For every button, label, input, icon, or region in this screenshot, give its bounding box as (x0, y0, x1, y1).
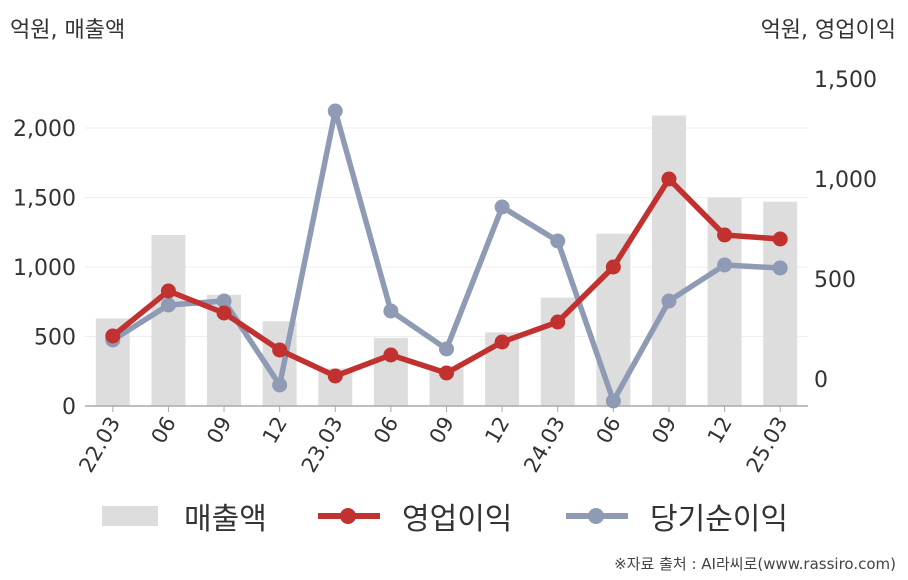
x-axis-tick-label: 12 (480, 412, 514, 447)
point-operating-profit (383, 347, 399, 363)
right-axis-unit: 억원, 영업이익 (760, 18, 896, 43)
bar-sales (651, 115, 686, 407)
x-axis-tick-label: 09 (425, 413, 459, 448)
point-net-income (550, 233, 566, 249)
left-axis-tick-label: 1,000 (13, 256, 76, 281)
point-operating-profit (550, 314, 566, 330)
legend-swatch-operating-profit (318, 506, 380, 526)
point-operating-profit (216, 305, 232, 321)
x-axis-tick-label: 25.03 (742, 413, 793, 477)
bar-sales (151, 235, 186, 406)
point-operating-profit (661, 171, 677, 187)
legend-label-operating-profit: 영업이익 (402, 502, 513, 537)
right-axis-tick-label: 1,500 (814, 68, 877, 93)
legend-swatch-sales (102, 506, 158, 526)
point-operating-profit (272, 342, 288, 358)
point-net-income (494, 199, 510, 215)
combo-chart: 0 500 1,000 1,500 2,000 0 500 1,000 1,500 22.03 06… (13, 68, 877, 477)
x-axis-tick-label: 12 (703, 413, 737, 448)
left-axis-tick-label: 2,000 (13, 117, 76, 142)
x-axis-tick-label: 22.03 (74, 413, 125, 477)
legend-item-sales: 매출액 (102, 494, 267, 538)
right-axis-tick-label: 1,000 (814, 168, 877, 193)
point-operating-profit (605, 259, 621, 275)
legend-label-net-income: 당기순이익 (650, 502, 788, 537)
legend-item-net-income: 당기순이익 (566, 494, 788, 538)
legend-swatch-net-income (566, 506, 628, 526)
point-net-income (383, 303, 399, 319)
point-operating-profit (160, 283, 176, 299)
point-net-income (661, 293, 677, 309)
right-axis-tick-label: 0 (814, 368, 828, 393)
point-operating-profit (717, 227, 733, 243)
x-axis-tick-label: 24.03 (519, 413, 570, 477)
left-axis-tick-label: 0 (62, 395, 76, 420)
left-axis-tick-label: 500 (34, 326, 76, 351)
point-net-income (605, 393, 621, 409)
x-axis-tick-label: 09 (202, 413, 236, 448)
point-operating-profit (494, 334, 510, 350)
x-axis-tick-label: 12 (258, 413, 292, 448)
point-operating-profit (772, 231, 788, 247)
x-axis-tick-label: 09 (647, 413, 681, 448)
left-axis-tick-label: 1,500 (13, 187, 76, 212)
point-net-income (717, 257, 733, 273)
point-net-income (160, 297, 176, 313)
point-operating-profit (327, 368, 343, 384)
point-net-income (327, 103, 343, 119)
x-axis-tick-label: 06 (369, 413, 403, 448)
point-net-income (772, 260, 788, 276)
point-net-income (216, 293, 232, 309)
legend-label-sales: 매출액 (184, 502, 267, 537)
left-axis-unit: 억원, 매출액 (10, 18, 126, 43)
point-operating-profit (439, 365, 454, 381)
x-axis-tick-label: 06 (147, 413, 181, 448)
legend-item-operating-profit: 영업이익 (318, 494, 512, 538)
right-axis-tick-label: 500 (814, 268, 856, 293)
point-operating-profit (105, 328, 121, 344)
chart-legend: 매출액 영업이익 당기순이익 (0, 494, 908, 537)
point-net-income (272, 377, 288, 393)
x-axis-tick-label: 06 (592, 413, 626, 448)
x-axis-tick-label: 23.03 (297, 413, 348, 477)
point-net-income (439, 341, 454, 357)
source-credit: ※자료 출처 : AI라씨로(www.rassiro.com) (614, 555, 896, 573)
